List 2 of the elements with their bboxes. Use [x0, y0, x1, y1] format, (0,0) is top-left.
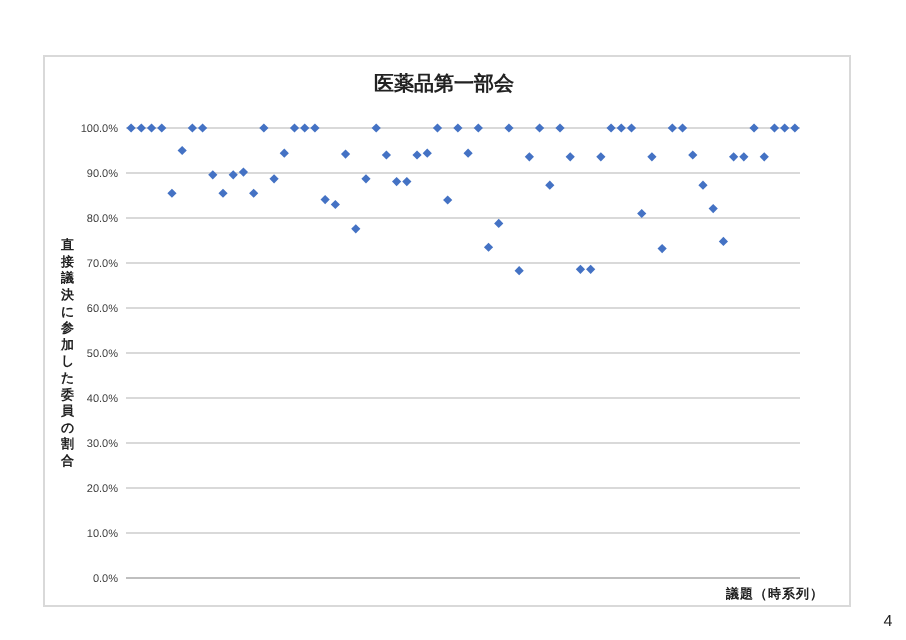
chart-title: 医薬品第一部会	[374, 72, 516, 96]
text: 4	[883, 612, 894, 630]
